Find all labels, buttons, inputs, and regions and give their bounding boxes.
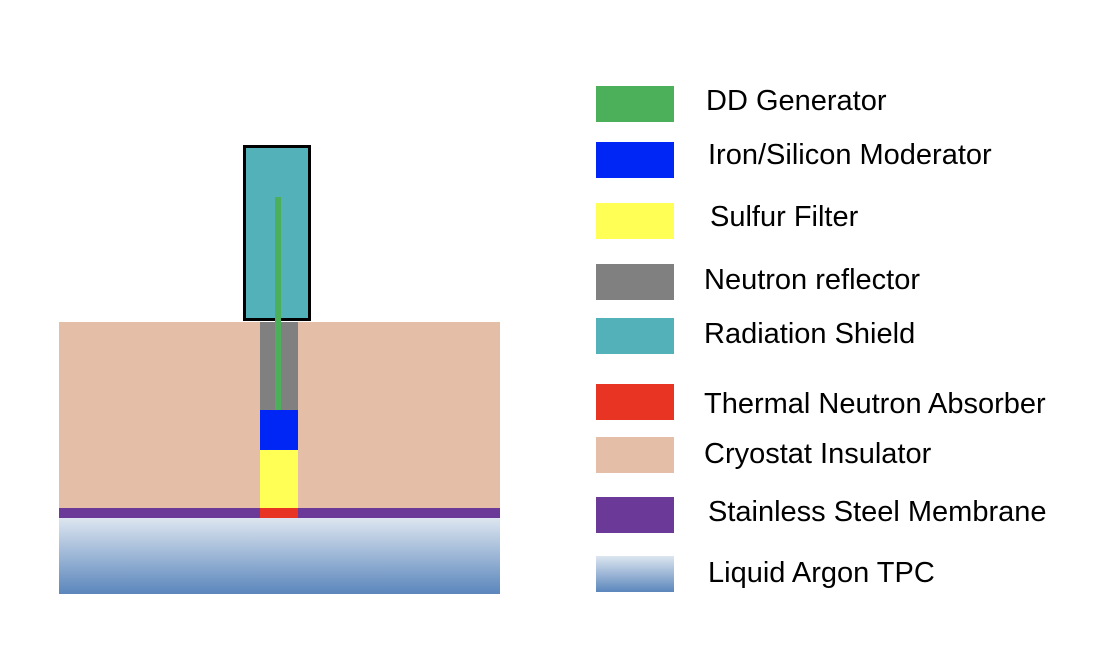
iron-silicon-moderator bbox=[260, 410, 298, 450]
legend-swatch-thermal-absorber bbox=[596, 384, 674, 420]
thermal-neutron-absorber bbox=[260, 508, 298, 518]
sulfur-filter bbox=[260, 450, 298, 508]
liquid-argon-tpc bbox=[59, 518, 500, 594]
dd-generator bbox=[275, 197, 281, 410]
legend-swatch-sulfur-filter bbox=[596, 203, 674, 239]
legend-label-dd-generator: DD Generator bbox=[706, 85, 887, 117]
legend-label-liquid-argon: Liquid Argon TPC bbox=[708, 557, 935, 589]
legend-swatch-neutron-reflector bbox=[596, 264, 674, 300]
legend-label-radiation-shield: Radiation Shield bbox=[704, 318, 916, 350]
legend-swatch-stainless-membrane bbox=[596, 497, 674, 533]
legend-label-thermal-absorber: Thermal Neutron Absorber bbox=[704, 388, 1046, 420]
legend-label-stainless-membrane: Stainless Steel Membrane bbox=[708, 496, 1047, 528]
legend-label-cryostat-insulator: Cryostat Insulator bbox=[704, 438, 932, 470]
legend-label-moderator: Iron/Silicon Moderator bbox=[708, 139, 992, 171]
legend-swatch-radiation-shield bbox=[596, 318, 674, 354]
legend-label-sulfur-filter: Sulfur Filter bbox=[710, 201, 859, 233]
legend-swatch-dd-generator bbox=[596, 86, 674, 122]
legend-swatch-liquid-argon bbox=[596, 556, 674, 592]
legend-swatch-cryostat-insulator bbox=[596, 437, 674, 473]
legend-label-neutron-reflector: Neutron reflector bbox=[704, 264, 920, 296]
legend-swatch-moderator bbox=[596, 142, 674, 178]
